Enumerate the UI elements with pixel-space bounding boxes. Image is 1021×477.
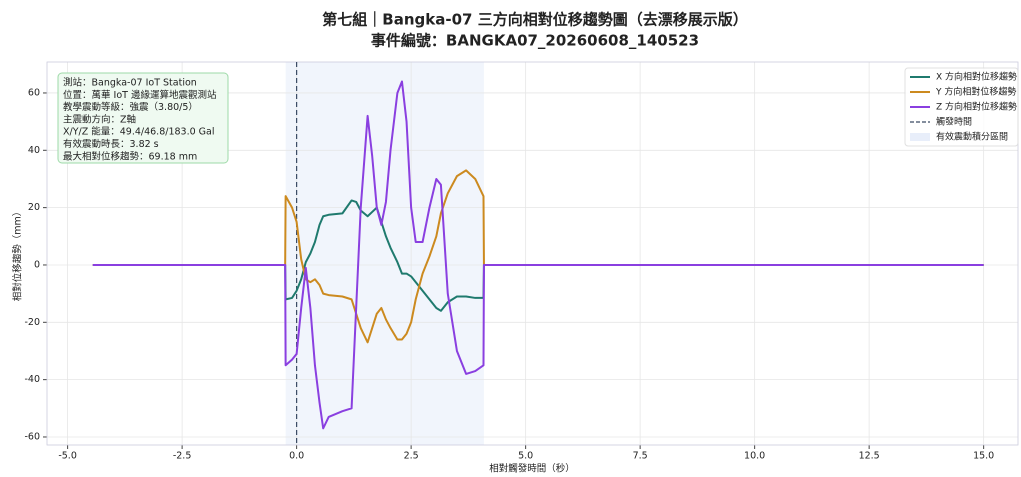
y-tick-label: -60 [24, 431, 40, 442]
series-line [92, 199, 984, 312]
chart-title: 第七組｜Bangka-07 三方向相對位移趨勢圖（去漂移展示版） [322, 11, 747, 29]
x-tick-label: 15.0 [973, 451, 994, 462]
y-tick-label: 60 [28, 87, 40, 98]
info-line: X/Y/Z 能量：49.4/46.8/183.0 Gal [63, 126, 215, 138]
chart-subtitle: 事件編號：BANGKA07_20260608_140523 [371, 32, 699, 50]
legend: X 方向相對位移趨勢 Y 方向相對位移趨勢 Z 方向相對位移趨勢觸發時間有效震動積分… [904, 67, 1019, 147]
x-tick-label: -5.0 [58, 451, 77, 462]
info-line: 位置：萬華 IoT 邊緣運算地震觀測站 [63, 89, 217, 101]
info-line: 主震動方向：Z軸 [63, 113, 136, 125]
x-axis-label: 相對觸發時間（秒） [489, 463, 575, 475]
series-line [92, 80, 984, 430]
info-line: 測站：Bangka-07 IoT Station [63, 77, 197, 89]
y-tick-label: 40 [28, 145, 40, 156]
y-tick-label: 20 [28, 202, 40, 213]
y-tick-label: 0 [34, 259, 40, 270]
info-line: 教學震動等級：強震（3.80/5） [63, 101, 198, 113]
y-tick-label: -20 [24, 317, 40, 328]
info-line: 最大相對位移趨勢：69.18 mm [63, 150, 197, 162]
y-axis-label: 相對位移趨勢（mm） [12, 207, 24, 302]
info-box-frame [57, 72, 229, 164]
x-tick-label: 5.0 [518, 451, 533, 462]
legend-label: 觸發時間 [936, 116, 972, 128]
legend-label: Z 方向相對位移趨勢 [936, 101, 1017, 113]
legend-label: Y 方向相對位移趨勢 [935, 86, 1016, 98]
series-line [92, 169, 984, 344]
legend-frame [904, 67, 1019, 147]
x-tick-label: 12.5 [859, 451, 880, 462]
x-tick-label: 7.5 [633, 451, 648, 462]
x-tick-label: 0.0 [289, 451, 304, 462]
legend-label: 有效震動積分區間 [936, 131, 1008, 143]
x-tick-label: -2.5 [173, 451, 192, 462]
integration-span [285, 62, 484, 445]
info-line: 有效震動時長：3.82 s [63, 138, 159, 150]
y-tick-label: -40 [24, 374, 40, 385]
plot-frame [46, 61, 1019, 446]
legend-swatch [910, 133, 930, 141]
x-tick-label: 10.0 [744, 451, 765, 462]
x-tick-label: 2.5 [404, 451, 419, 462]
legend-label: X 方向相對位移趨勢 [936, 71, 1017, 83]
